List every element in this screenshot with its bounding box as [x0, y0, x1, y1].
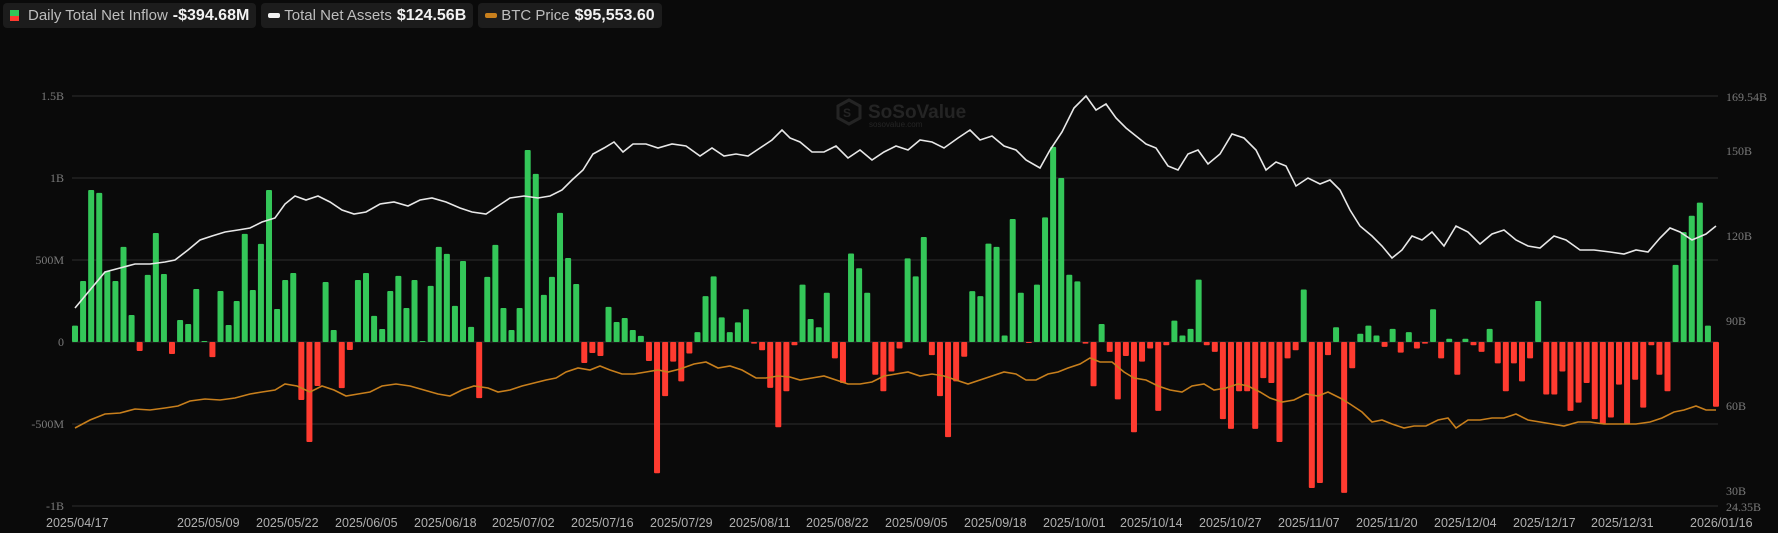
x-tick: 2025/09/05 — [885, 516, 948, 530]
y-left-tick: -1B — [46, 499, 64, 513]
x-tick: 2025/06/05 — [335, 516, 398, 530]
x-tick: 2026/01/16 — [1690, 516, 1753, 530]
x-axis-labels: 2025/04/17 2025/05/09 2025/05/22 2025/06/05… — [46, 516, 1753, 530]
watermark-brand: SoSoValue — [868, 102, 966, 123]
net-assets-line — [74, 94, 1717, 309]
x-tick: 2025/12/04 — [1434, 516, 1497, 530]
y-right-tick: 60B — [1726, 399, 1746, 413]
y-axis-labels: 1.5B 1B 500M 0 -500M -1B 169.54B 150B 120B 90B 60B… — [31, 89, 1767, 514]
svg-text:S: S — [843, 106, 851, 120]
x-tick: 2025/08/11 — [729, 516, 791, 530]
x-tick: 2025/04/17 — [46, 516, 109, 530]
x-tick: 2025/12/17 — [1513, 516, 1576, 530]
x-tick: 2025/06/18 — [414, 516, 477, 530]
legend-value: $95,553.60 — [574, 6, 655, 24]
legend-btc-price[interactable]: BTC Price $95,553.60 — [478, 3, 662, 28]
bar-swatch-icon — [10, 10, 19, 21]
y-right-tick: 30B — [1726, 484, 1746, 498]
y-right-tick: 150B — [1726, 144, 1752, 158]
orange-line-swatch-icon — [485, 13, 498, 18]
inflow-bars — [72, 146, 1719, 493]
x-tick: 2025/12/31 — [1591, 516, 1654, 530]
watermark-url: sosovalue.com — [869, 120, 923, 129]
x-tick: 2025/11/20 — [1356, 516, 1418, 530]
y-left-tick: 0 — [58, 335, 64, 349]
x-tick: 2025/07/16 — [571, 516, 634, 530]
legend-daily-net-inflow[interactable]: Daily Total Net Inflow -$394.68M — [3, 3, 257, 28]
x-tick: 2025/07/02 — [492, 516, 555, 530]
x-tick: 2025/09/18 — [964, 516, 1027, 530]
x-tick: 2025/10/01 — [1043, 516, 1106, 530]
x-tick: 2025/07/29 — [650, 516, 713, 530]
x-tick: 2025/08/22 — [806, 516, 869, 530]
y-left-tick: 1.5B — [41, 89, 64, 103]
legend-label: Total Net Assets — [284, 7, 392, 24]
sosovalue-logo-icon: S — [836, 98, 862, 126]
grid-lines — [72, 95, 1718, 507]
x-tick: 2025/05/22 — [256, 516, 319, 530]
y-left-tick: -500M — [31, 417, 64, 431]
y-right-tick: 169.54B — [1726, 90, 1767, 104]
legend-value: -$394.68M — [172, 6, 250, 24]
y-right-tick: 90B — [1726, 314, 1746, 328]
white-line-swatch-icon — [268, 13, 281, 18]
legend-label: Daily Total Net Inflow — [28, 7, 168, 24]
x-tick: 2025/10/27 — [1199, 516, 1262, 530]
y-left-tick: 500M — [35, 253, 64, 267]
legend-label: BTC Price — [501, 7, 570, 24]
x-tick: 2025/05/09 — [177, 516, 240, 530]
legend-total-net-assets[interactable]: Total Net Assets $124.56B — [261, 3, 474, 28]
x-tick: 2025/11/07 — [1278, 516, 1340, 530]
y-right-tick: 120B — [1726, 229, 1752, 243]
chart-legend: Daily Total Net Inflow -$394.68M Total N… — [3, 3, 662, 28]
y-left-tick: 1B — [50, 171, 64, 185]
y-right-tick: 24.35B — [1726, 500, 1761, 514]
legend-value: $124.56B — [396, 6, 467, 24]
x-tick: 2025/10/14 — [1120, 516, 1183, 530]
btc-price-line — [74, 357, 1716, 430]
sosovalue-watermark: S SoSoValue sosovalue.com — [836, 98, 966, 129]
